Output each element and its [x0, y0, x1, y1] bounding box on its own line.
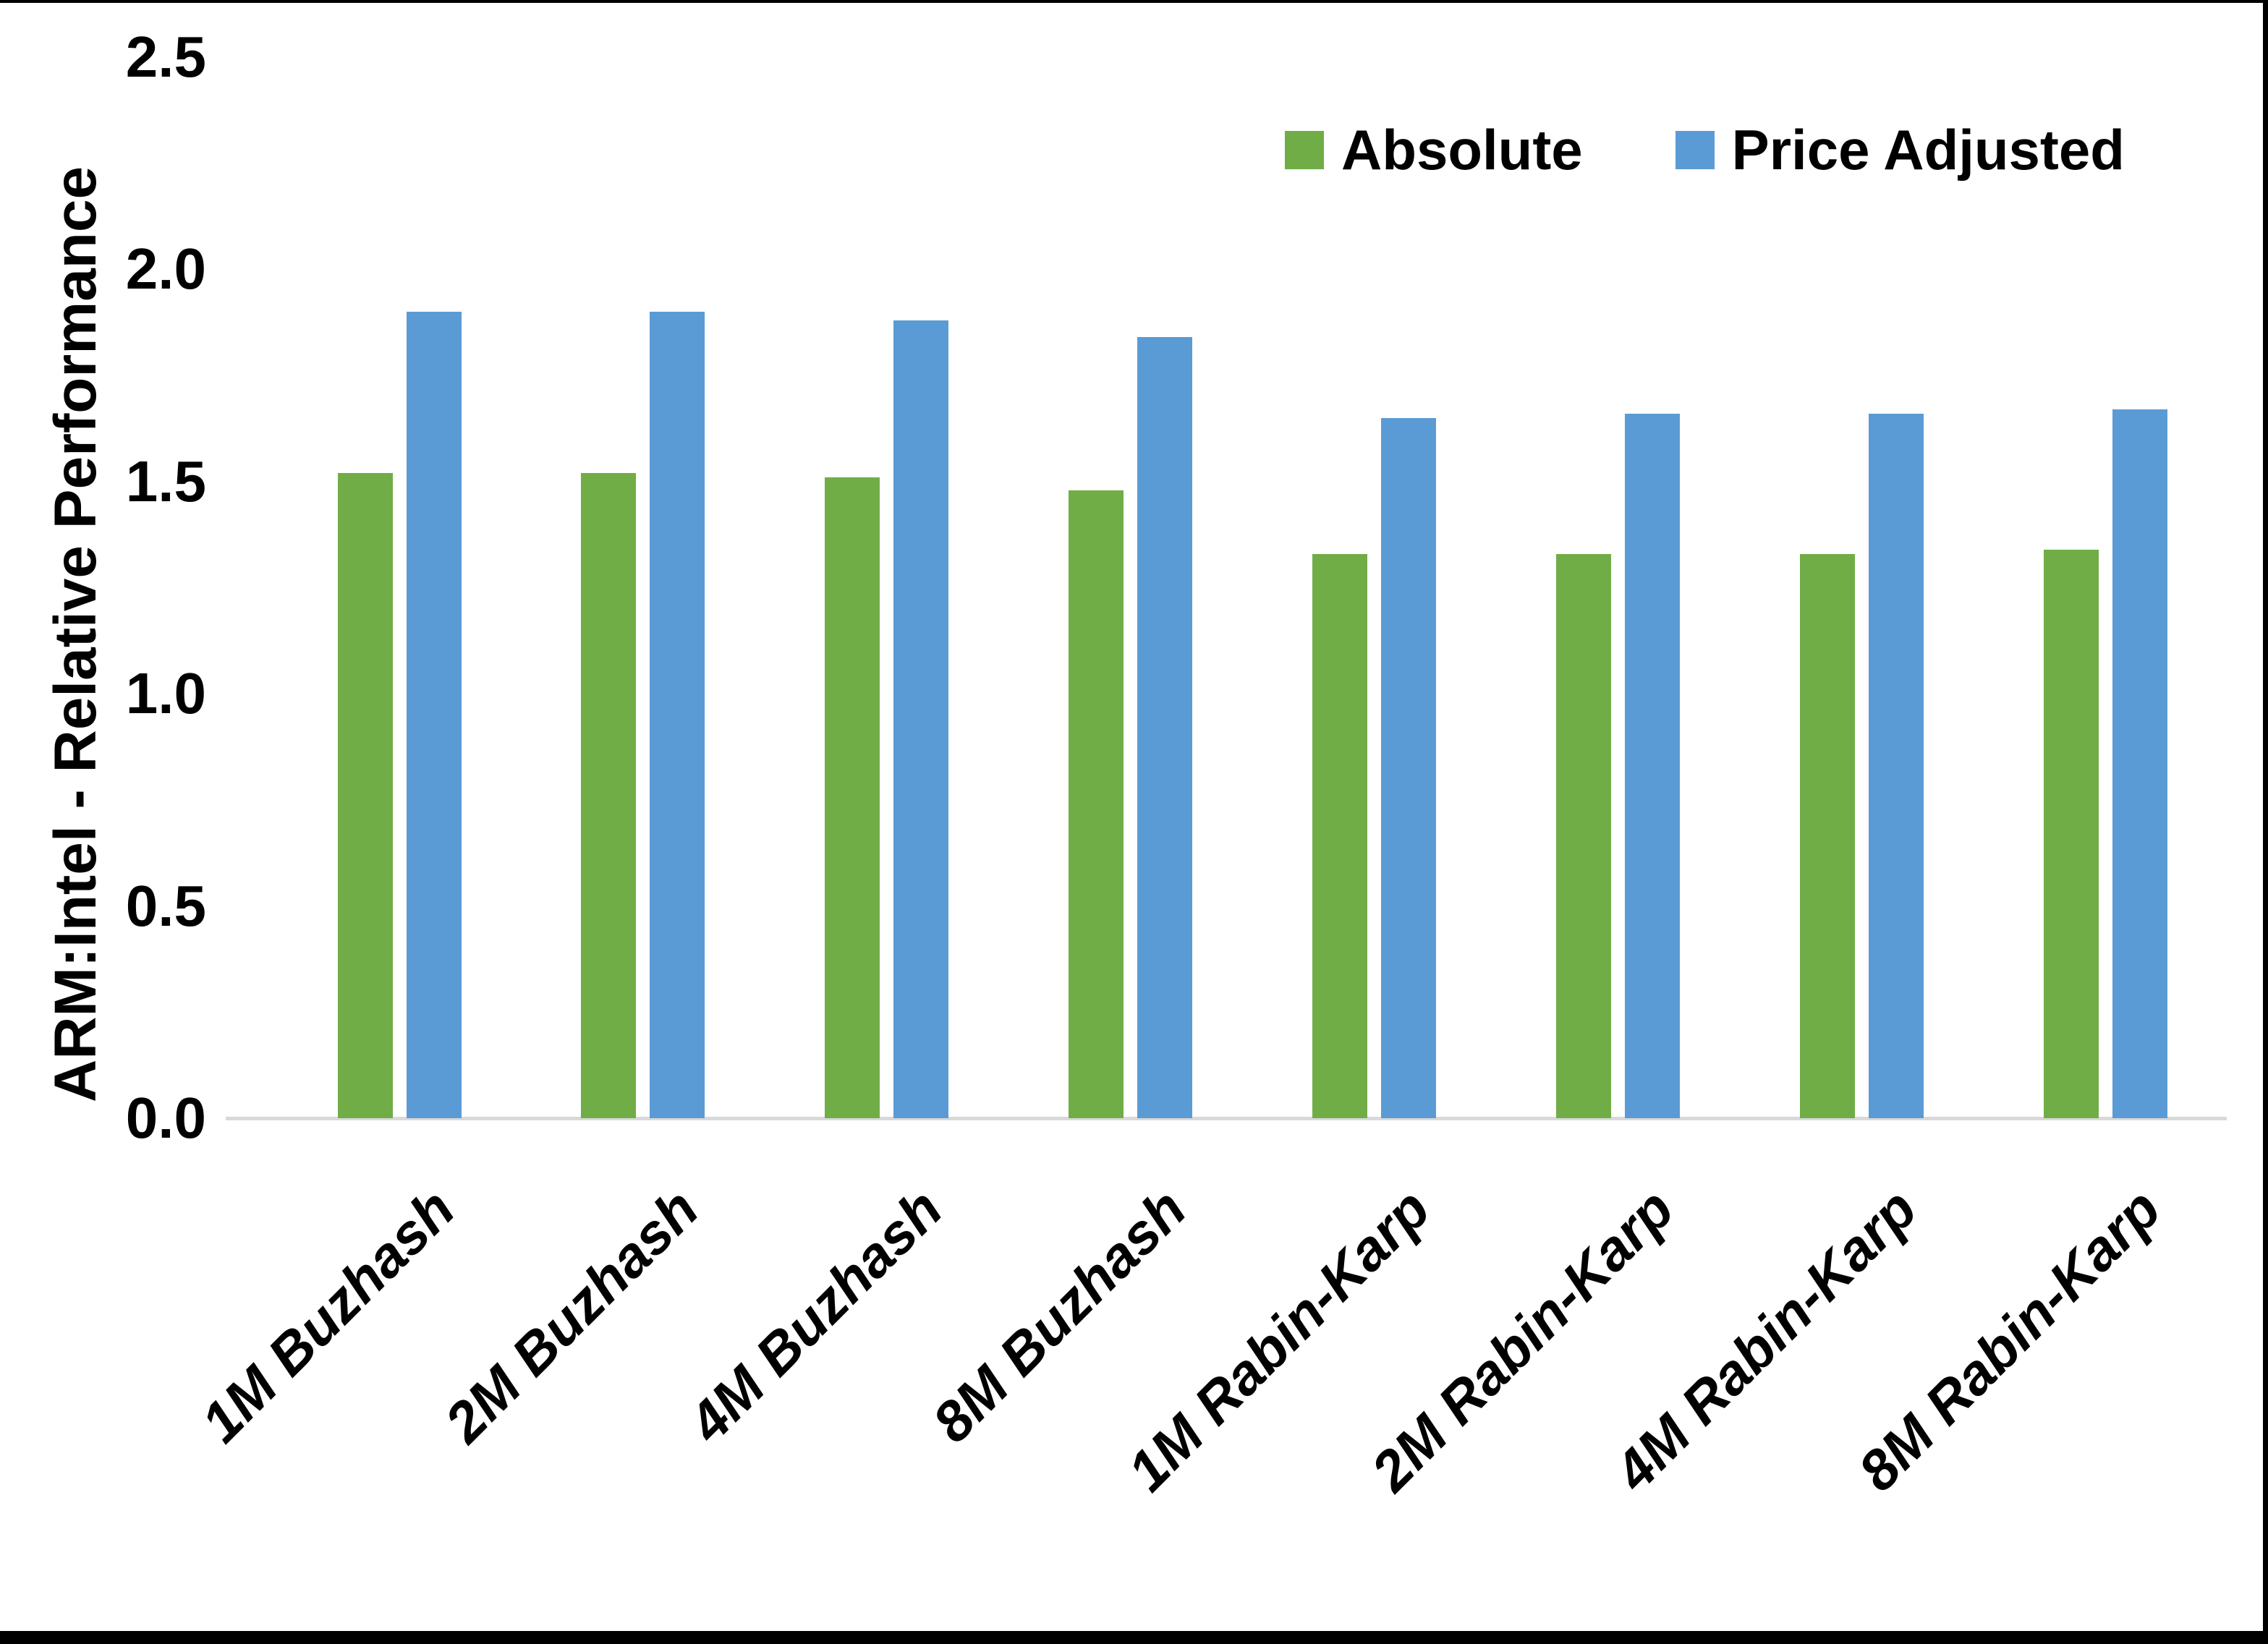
bar-price-adjusted-8m-rabin-karp: [2112, 409, 2167, 1118]
bar-absolute-8m-rabin-karp: [2043, 549, 2099, 1118]
bar-price-adjusted-4m-buzhash: [893, 320, 949, 1118]
legend-swatch-price-adjusted: [1675, 131, 1715, 169]
bar-price-adjusted-1m-rabin-karp: [1381, 417, 1437, 1118]
bar-price-adjusted-2m-rabin-karp: [1625, 413, 1680, 1118]
bar-absolute-4m-buzhash: [825, 477, 880, 1118]
y-tick-1-0: 1.0: [125, 661, 206, 726]
legend-label-absolute: Absolute: [1341, 118, 1583, 182]
y-tick-0-0: 0.0: [125, 1086, 206, 1150]
bar-absolute-8m-buzhash: [1069, 490, 1124, 1118]
y-tick-1-5: 1.5: [125, 448, 206, 514]
bar-price-adjusted-1m-buzhash: [406, 312, 462, 1118]
bar-absolute-1m-buzhash: [337, 473, 393, 1118]
x-label-2m-buzhash: 2M Buzhash: [432, 1176, 710, 1455]
legend-item-price-adjusted: Price Adjusted: [1675, 117, 2125, 183]
y-tick-2-5: 2.5: [125, 25, 206, 89]
y-axis-title-text: ARM:Intel - Relative Performance: [43, 166, 109, 1102]
bar-price-adjusted-4m-rabin-karp: [1868, 413, 1924, 1118]
bar-absolute-2m-buzhash: [581, 473, 637, 1118]
x-label-4m-buzhash: 4M Buzhash: [676, 1176, 954, 1455]
y-tick-2-0: 2.0: [125, 237, 206, 302]
legend: Absolute Price Adjusted: [1285, 117, 2125, 183]
bar-absolute-2m-rabin-karp: [1556, 553, 1611, 1118]
bar-absolute-1m-rabin-karp: [1312, 553, 1368, 1118]
bar-price-adjusted-8m-buzhash: [1137, 337, 1193, 1118]
legend-swatch-absolute: [1285, 131, 1324, 169]
plot-area: [226, 57, 2227, 1120]
legend-item-absolute: Absolute: [1285, 117, 1583, 183]
legend-label-price-adjusted: Price Adjusted: [1731, 118, 2125, 182]
x-label-8m-buzhash: 8M Buzhash: [919, 1176, 1198, 1455]
x-label-1m-buzhash: 1M Buzhash: [188, 1176, 467, 1455]
bar-absolute-4m-rabin-karp: [1799, 553, 1855, 1118]
x-axis-line: [226, 1117, 2227, 1120]
bar-price-adjusted-2m-buzhash: [650, 312, 705, 1118]
y-tick-0-5: 0.5: [125, 873, 206, 938]
